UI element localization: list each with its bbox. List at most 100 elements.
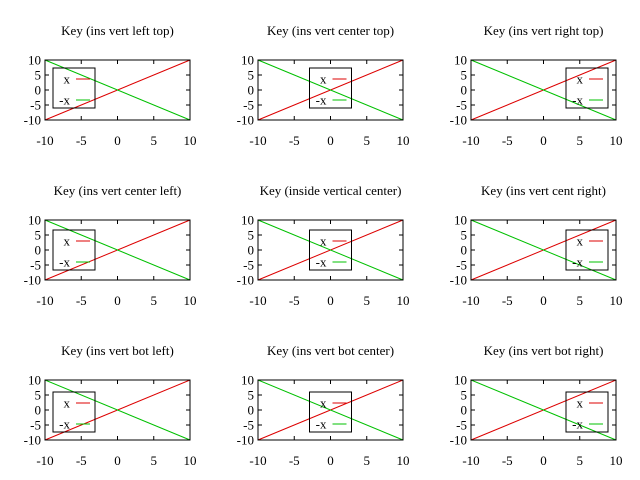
y-tick-label: 5	[461, 228, 468, 243]
series-line-neg-x	[44, 379, 191, 441]
y-tick-label: 0	[35, 403, 42, 418]
y-tick-label: 0	[248, 243, 255, 258]
x-tick-label: -10	[36, 293, 53, 308]
legend-box	[565, 67, 609, 109]
y-tick-label: -5	[30, 258, 41, 273]
legend: x -x	[52, 229, 96, 271]
y-tick-label: 0	[248, 403, 255, 418]
legend-label: x	[320, 396, 327, 411]
y-tick-label: 10	[241, 373, 254, 388]
x-tick-label: 5	[151, 133, 158, 148]
legend-label: -x	[59, 417, 70, 432]
legend-label: x	[64, 396, 71, 411]
x-tick-label: 10	[610, 133, 623, 148]
y-tick-label: 10	[241, 53, 254, 68]
legend-label: -x	[316, 93, 327, 108]
chart-title: Key (ins vert center left)	[54, 183, 182, 198]
y-tick-label: 10	[241, 213, 254, 228]
x-tick-label: 10	[610, 293, 623, 308]
y-tick-label: 5	[248, 68, 255, 83]
y-tick-label: -5	[243, 98, 254, 113]
series-line-neg-x	[44, 59, 191, 121]
legend: x -x	[309, 67, 352, 109]
x-tick-label: -5	[289, 453, 300, 468]
legend: x -x	[565, 391, 609, 433]
y-tick-label: -10	[237, 113, 254, 128]
y-tick-label: 0	[461, 403, 468, 418]
legend-label: x	[577, 396, 584, 411]
x-tick-label: 0	[540, 453, 547, 468]
y-tick-label: 10	[28, 53, 41, 68]
y-tick-label: 10	[454, 373, 467, 388]
y-tick-label: 5	[35, 388, 42, 403]
x-tick-label: -5	[76, 453, 87, 468]
x-tick-label: 0	[114, 133, 121, 148]
y-tick-label: -5	[30, 418, 41, 433]
x-tick-label: 10	[184, 453, 197, 468]
legend: x -x	[309, 229, 352, 271]
x-tick-label: 10	[184, 293, 197, 308]
x-tick-label: -5	[289, 133, 300, 148]
y-tick-label: -10	[450, 113, 467, 128]
chart-title: Key (ins vert right top)	[484, 23, 604, 38]
legend-box	[309, 67, 352, 109]
y-tick-label: 10	[28, 213, 41, 228]
y-tick-label: -10	[24, 113, 41, 128]
legend-box	[565, 229, 609, 271]
legend: x -x	[52, 391, 96, 433]
chart-title: Key (ins vert bot left)	[61, 343, 174, 358]
y-tick-label: -5	[456, 418, 467, 433]
x-tick-label: 10	[610, 453, 623, 468]
y-tick-label: 0	[35, 83, 42, 98]
y-tick-label: 5	[248, 388, 255, 403]
y-tick-label: 10	[454, 53, 467, 68]
x-tick-label: 0	[540, 133, 547, 148]
y-tick-label: 5	[461, 68, 468, 83]
y-tick-label: -5	[456, 258, 467, 273]
x-tick-label: 10	[397, 453, 410, 468]
x-tick-label: 5	[577, 453, 584, 468]
legend-label: -x	[572, 255, 583, 270]
legend-box	[52, 67, 96, 109]
x-tick-label: 10	[397, 133, 410, 148]
legend-label: x	[320, 234, 327, 249]
legend-label: x	[577, 234, 584, 249]
x-tick-label: -10	[462, 293, 479, 308]
legend-label: -x	[59, 93, 70, 108]
chart-title: Key (ins vert left top)	[61, 23, 174, 38]
legend-label: x	[320, 72, 327, 87]
legend: x -x	[565, 229, 609, 271]
y-tick-label: 10	[454, 213, 467, 228]
legend-box	[309, 229, 352, 271]
legend-box	[52, 229, 96, 271]
y-tick-label: 5	[248, 228, 255, 243]
series-line-neg-x	[470, 59, 617, 121]
x-tick-label: -10	[462, 453, 479, 468]
y-tick-label: 5	[461, 388, 468, 403]
y-tick-label: -5	[243, 258, 254, 273]
x-tick-label: 5	[364, 293, 371, 308]
x-tick-label: 5	[577, 293, 584, 308]
x-tick-label: -5	[502, 293, 513, 308]
x-tick-label: 0	[114, 453, 121, 468]
y-tick-label: 5	[35, 228, 42, 243]
x-tick-label: 5	[364, 453, 371, 468]
x-tick-label: -10	[36, 453, 53, 468]
series-line-neg-x	[470, 379, 617, 441]
y-tick-label: -5	[456, 98, 467, 113]
x-tick-label: -5	[76, 133, 87, 148]
x-tick-label: 0	[114, 293, 121, 308]
y-tick-label: -10	[237, 433, 254, 448]
y-tick-label: 0	[461, 243, 468, 258]
x-tick-label: 5	[151, 293, 158, 308]
x-tick-label: -10	[249, 453, 266, 468]
y-tick-label: -10	[24, 273, 41, 288]
x-tick-label: -10	[462, 133, 479, 148]
series-line-neg-x	[257, 219, 404, 281]
x-tick-label: 0	[540, 293, 547, 308]
